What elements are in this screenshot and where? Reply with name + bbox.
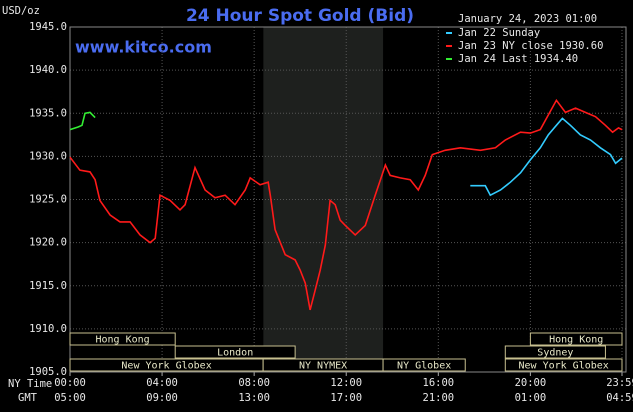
x2-tick-label: 04:59 [606, 392, 633, 404]
session-box [529, 332, 623, 346]
session-box [174, 345, 296, 359]
legend-label: Jan 23 NY close 1930.60 [458, 40, 603, 52]
x2-tick-label: 05:00 [54, 392, 86, 404]
session-box [69, 332, 176, 346]
x2-tick-label: 13:00 [238, 392, 270, 404]
x-tick-label: 23:59 [606, 377, 633, 389]
y-tick-label: 1920.0 [29, 237, 67, 249]
y-tick-label: 1940.0 [29, 64, 67, 76]
session-label: New York Globex [121, 361, 211, 372]
subtitle: www.kitco.com [75, 38, 212, 57]
session-label: New York Globex [518, 361, 608, 372]
x-tick-label: 16:00 [423, 377, 455, 389]
x-axis-label: NY Time [8, 378, 52, 390]
x2-tick-label: 17:00 [330, 392, 362, 404]
x2-tick-label: 21:00 [423, 392, 455, 404]
y-tick-label: 1915.0 [29, 280, 67, 292]
session-label: NY Globex [397, 361, 451, 372]
x2-tick-label: 01:00 [515, 392, 547, 404]
x-tick-label: 04:00 [146, 377, 178, 389]
x-tick-label: 08:00 [238, 377, 270, 389]
y-tick-label: 1925.0 [29, 194, 67, 206]
session-label: Sydney [537, 348, 573, 359]
series-line [69, 111, 96, 131]
date-label: January 24, 2023 01:00 [458, 13, 597, 25]
y-tick-label: 1935.0 [29, 107, 67, 119]
x-tick-label: 20:00 [515, 377, 547, 389]
x-tick-label: 00:00 [54, 377, 86, 389]
x2-tick-label: 09:00 [146, 392, 178, 404]
x-tick-label: 12:00 [330, 377, 362, 389]
y-tick-label: 1910.0 [29, 323, 67, 335]
session-label: London [217, 348, 253, 359]
series-line [470, 117, 623, 197]
legend-label: Jan 24 Last 1934.40 [458, 53, 578, 65]
session-label: NY NYMEX [299, 361, 347, 372]
plot-frame [69, 26, 627, 373]
session-box [504, 358, 623, 372]
session-box [382, 358, 466, 372]
session-label: Hong Kong [549, 335, 603, 346]
shade-band [263, 27, 384, 372]
chart-title: 24 Hour Spot Gold (Bid) [186, 6, 414, 26]
y-tick-label: 1930.0 [29, 150, 67, 162]
y-tick-label: 1945.0 [29, 21, 67, 33]
y-tick-label: 1905.0 [29, 366, 67, 378]
x2-axis-label: GMT [18, 392, 38, 404]
legend-label: Jan 22 Sunday [458, 27, 540, 39]
session-label: Hong Kong [96, 335, 150, 346]
series-line [69, 98, 623, 311]
session-box [504, 345, 606, 359]
y-axis-label: USD/oz [2, 5, 40, 17]
